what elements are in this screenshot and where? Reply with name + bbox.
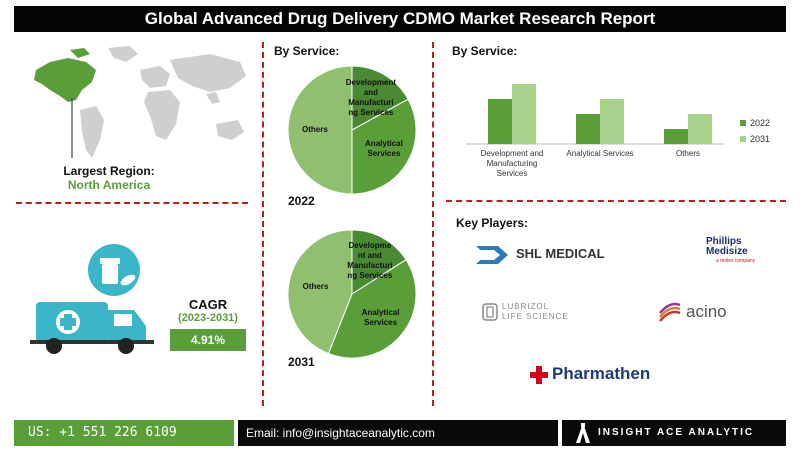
legend-label-2022: 2022: [750, 118, 770, 128]
bar-2031-1: [600, 99, 624, 144]
legend-swatch-2031: [740, 136, 746, 142]
lubrizol-logo-icon: [482, 303, 498, 321]
pie-slice-development-and-manufacturing-services: [351, 65, 409, 131]
pie-slice-label: Development and Manufacturi ng Services: [345, 78, 396, 118]
acino-name: acino: [686, 302, 727, 321]
life-science-name: LIFE SCIENCE: [502, 312, 569, 321]
cagr-period: (2023-2031): [178, 312, 238, 324]
largest-region-label: Largest Region:: [63, 164, 155, 178]
bar-2022-0: [488, 99, 512, 144]
pharmathen-name: Pharmathen: [552, 364, 651, 383]
pie-slice-others: [287, 229, 353, 355]
legend-label-2031: 2031: [750, 134, 770, 144]
shl-medical-logo: SHL MEDICAL: [476, 242, 616, 268]
bar-2022-2: [664, 129, 688, 144]
footer-brand: INSIGHT ACE ANALYTIC: [562, 420, 786, 446]
bar-category-label: Others: [676, 149, 700, 158]
bar-2031-2: [688, 114, 712, 144]
left-horizontal-divider: [16, 202, 248, 204]
medisize-name: Medisize: [706, 246, 748, 257]
largest-region-value: North America: [67, 178, 151, 192]
pie-slice-label: Analytical Services: [361, 307, 400, 327]
lubrizol-name: LUBRIZOL: [502, 302, 550, 311]
pie-slice-label: Analytical Services: [365, 138, 403, 158]
pie-slice-label: Developme nt and Manufacturi ng Services: [347, 241, 393, 281]
pie-chart-2031: [287, 229, 417, 359]
bar-2031-0: [512, 84, 536, 144]
world-map-icon: [34, 46, 246, 158]
footer-brand-name: INSIGHT ACE ANALYTIC: [598, 427, 755, 438]
bar-category-label: Manufacturing: [487, 159, 538, 168]
key-players-label: Key Players:: [456, 216, 529, 230]
acino-logo: acino: [658, 300, 748, 326]
pie-slice-analytical-services: [351, 98, 417, 195]
pie-2031-year-label: 2031: [288, 355, 315, 369]
cagr-label: CAGR: [188, 297, 228, 312]
pie-2031-labels: Developme nt and Manufacturi ng Services Ana…: [286, 228, 418, 360]
pie-section-label: By Service:: [274, 44, 340, 58]
ambulance-medicine-icon: [30, 244, 154, 354]
phillips-medisize-logo: Phillips Medisize a molex company: [700, 236, 770, 270]
insight-ace-logo-icon: [576, 423, 590, 443]
pie-2022-year-label: 2022: [288, 194, 315, 208]
phillips-name: Phillips: [706, 236, 742, 247]
bar-category-label: Services: [497, 169, 528, 178]
bar-2022-1: [576, 114, 600, 144]
pharmathen-logo: Pharmathen: [530, 364, 670, 386]
cagr-value: 4.91%: [170, 329, 246, 351]
pie-slice-label: Others: [301, 125, 328, 134]
acino-logo-icon: [659, 302, 681, 322]
footer-email: Email: info@insightaceanalytic.com: [238, 420, 558, 446]
lubrizol-logo: LUBRIZOL LIFE SCIENCE: [482, 301, 592, 323]
right-horizontal-divider: [446, 200, 786, 202]
bar-category-label: Development and: [481, 149, 544, 158]
pie-chart-2022: [287, 65, 417, 195]
pharmathen-cross-icon: [530, 366, 548, 384]
pie-slice-development-and-manufacturing-services: [351, 229, 407, 295]
bar-section-label: By Service:: [452, 44, 518, 58]
shl-medical-name: SHL MEDICAL: [516, 246, 605, 261]
footer-phone: US: +1 551 226 6109: [14, 420, 234, 446]
left-vertical-divider: [262, 42, 264, 406]
pie-slice-others: [287, 65, 353, 195]
pie-slice-label: Others: [302, 282, 329, 292]
shl-logo-icon: [476, 246, 508, 264]
report-title: Global Advanced Drug Delivery CDMO Marke…: [14, 6, 786, 32]
bar-category-label: Analytical Services: [566, 149, 633, 158]
pie-2022-labels: Development and Manufacturi ng Services Anal…: [286, 64, 418, 196]
molex-tagline: a molex company: [716, 258, 756, 264]
pie-slice-analytical-services: [327, 259, 417, 359]
right-vertical-divider: [432, 42, 434, 406]
legend-swatch-2022: [740, 120, 746, 126]
